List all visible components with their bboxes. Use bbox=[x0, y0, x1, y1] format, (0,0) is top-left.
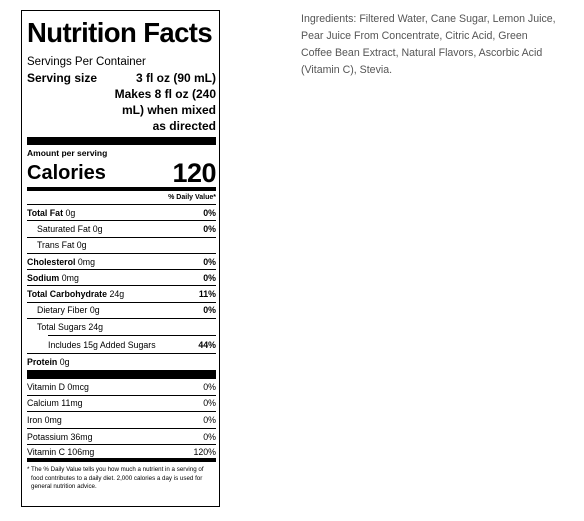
serving-size-row: Serving size 3 fl oz (90 mL) Makes 8 fl … bbox=[27, 70, 216, 134]
divider-thick bbox=[27, 137, 216, 145]
nutrient-row-total-fat: Total Fat 0g 0% bbox=[27, 205, 216, 222]
nutrient-row-total-carbohydrate: Total Carbohydrate 24g 11% bbox=[27, 286, 216, 303]
sugars-divider bbox=[48, 335, 216, 337]
serving-size-label: Serving size bbox=[27, 71, 98, 85]
nutrient-row-trans-fat: Trans Fat 0g bbox=[27, 238, 216, 254]
label-title: Nutrition Facts bbox=[27, 17, 213, 48]
nutrient-row-saturated-fat: Saturated Fat 0g 0% bbox=[27, 221, 216, 238]
vitamin-row-vitamin-d: Vitamin D 0mcg 0% bbox=[27, 379, 216, 396]
nutrition-facts-label: Nutrition Facts Servings Per Container S… bbox=[21, 10, 220, 507]
divider-medium bbox=[27, 187, 216, 191]
calories-row: Calories 120 bbox=[27, 158, 216, 188]
servings-per-container: Servings Per Container bbox=[27, 56, 146, 68]
vitamin-row-calcium: Calcium 11mg 0% bbox=[27, 396, 216, 413]
amount-per-serving: Amount per serving bbox=[27, 148, 108, 158]
nutrient-row-total-sugars: Total Sugars 24g bbox=[37, 322, 104, 333]
nutrient-row-sodium: Sodium 0mg 0% bbox=[27, 270, 216, 287]
divider-thick-vitamins bbox=[27, 369, 216, 379]
vitamin-row-vitamin-c: Vitamin C 106mg 120% bbox=[27, 445, 216, 462]
daily-value-header: % Daily Value* bbox=[27, 191, 216, 205]
ingredients-label: Ingredients: bbox=[301, 13, 357, 25]
divider-thin bbox=[27, 352, 216, 354]
ingredients-text: Ingredients: Filtered Water, Cane Sugar,… bbox=[301, 11, 561, 79]
vitamin-row-potassium: Potassium 36mg 0% bbox=[27, 429, 216, 446]
serving-size-value: 3 fl oz (90 mL) Makes 8 fl oz (240 mL) w… bbox=[114, 71, 216, 133]
vitamin-row-iron: Iron 0mg 0% bbox=[27, 412, 216, 429]
nutrient-row-added-sugars: Includes 15g Added Sugars 44% bbox=[48, 339, 216, 350]
calories-label: Calories bbox=[27, 162, 106, 184]
nutrient-row-cholesterol: Cholesterol 0mg 0% bbox=[27, 254, 216, 271]
nutrient-row-protein: Protein 0g bbox=[27, 356, 70, 367]
calories-value: 120 bbox=[172, 158, 216, 188]
ingredients-list: Filtered Water, Cane Sugar, Lemon Juice,… bbox=[301, 13, 556, 76]
label-footnote: * The % Daily Value tells you how much a… bbox=[27, 465, 204, 491]
nutrient-row-dietary-fiber: Dietary Fiber 0g 0% bbox=[27, 303, 216, 320]
